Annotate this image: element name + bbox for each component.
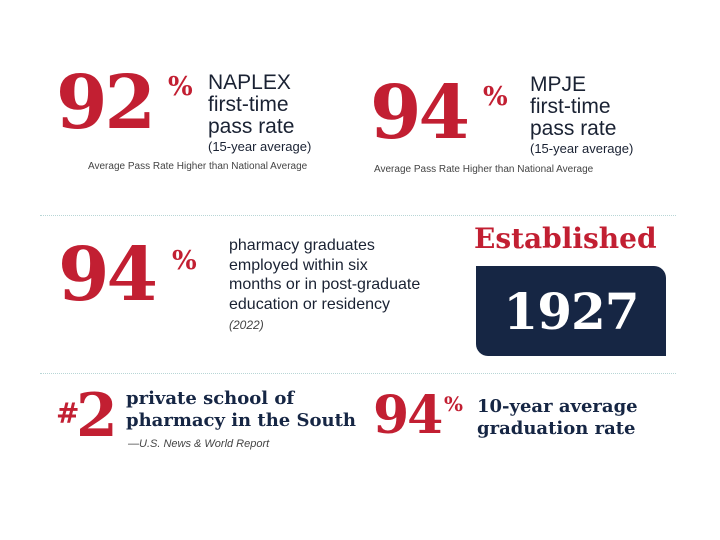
mpje-percent-sign: % xyxy=(483,82,508,112)
employment-year: (2022) xyxy=(229,318,264,332)
mpje-value: 94 xyxy=(370,70,470,156)
graduation-label: 10-year average graduation rate xyxy=(477,396,638,440)
ranking-label-line2: pharmacy in the South xyxy=(126,410,357,431)
naplex-label-line1: NAPLEX xyxy=(208,71,291,94)
ranking-value: 2 xyxy=(76,381,118,451)
employment-label-line4: education or residency xyxy=(229,295,390,313)
graduation-value: 94 xyxy=(373,385,443,446)
employment-label-line1: pharmacy graduates xyxy=(229,237,375,254)
naplex-label-line3: pass rate xyxy=(208,115,295,138)
established-year-box: 1927 xyxy=(476,266,666,356)
naplex-label: NAPLEX first-time pass rate (15-year ave… xyxy=(208,72,311,156)
mpje-label-line3: pass rate xyxy=(530,117,617,140)
ranking-hash: # xyxy=(56,397,80,430)
mpje-label-line2: first-time xyxy=(530,95,611,118)
graduation-label-line2: graduation rate xyxy=(477,418,636,439)
mpje-sub: (15-year average) xyxy=(530,141,634,156)
divider-bottom xyxy=(40,373,676,374)
mpje-note: Average Pass Rate Higher than National A… xyxy=(374,164,594,175)
graduation-label-line1: 10-year average xyxy=(477,396,638,417)
established-label: Established xyxy=(474,222,657,255)
naplex-label-line2: first-time xyxy=(208,93,289,116)
naplex-sub: (15-year average) xyxy=(208,139,312,154)
employment-label-line3: months or in post-graduate xyxy=(229,276,421,293)
naplex-percent-sign: % xyxy=(168,72,193,102)
employment-percent-sign: % xyxy=(172,246,197,276)
divider-top xyxy=(40,215,676,216)
naplex-note: Average Pass Rate Higher than National A… xyxy=(88,161,308,172)
mpje-label-line1: MPJE xyxy=(530,73,587,96)
employment-label-line2: employed within six xyxy=(229,256,368,274)
ranking-label: private school of pharmacy in the South xyxy=(126,388,356,432)
ranking-label-line1: private school of xyxy=(126,388,295,409)
graduation-percent-sign: % xyxy=(444,392,464,416)
ranking-source: —U.S. News & World Report xyxy=(128,438,270,450)
employment-value: 94 xyxy=(58,232,158,318)
employment-label: pharmacy graduates employed within six m… xyxy=(229,236,420,336)
established-year: 1927 xyxy=(503,281,639,341)
naplex-value: 92 xyxy=(56,60,156,146)
mpje-label: MPJE first-time pass rate (15-year avera… xyxy=(530,74,633,158)
